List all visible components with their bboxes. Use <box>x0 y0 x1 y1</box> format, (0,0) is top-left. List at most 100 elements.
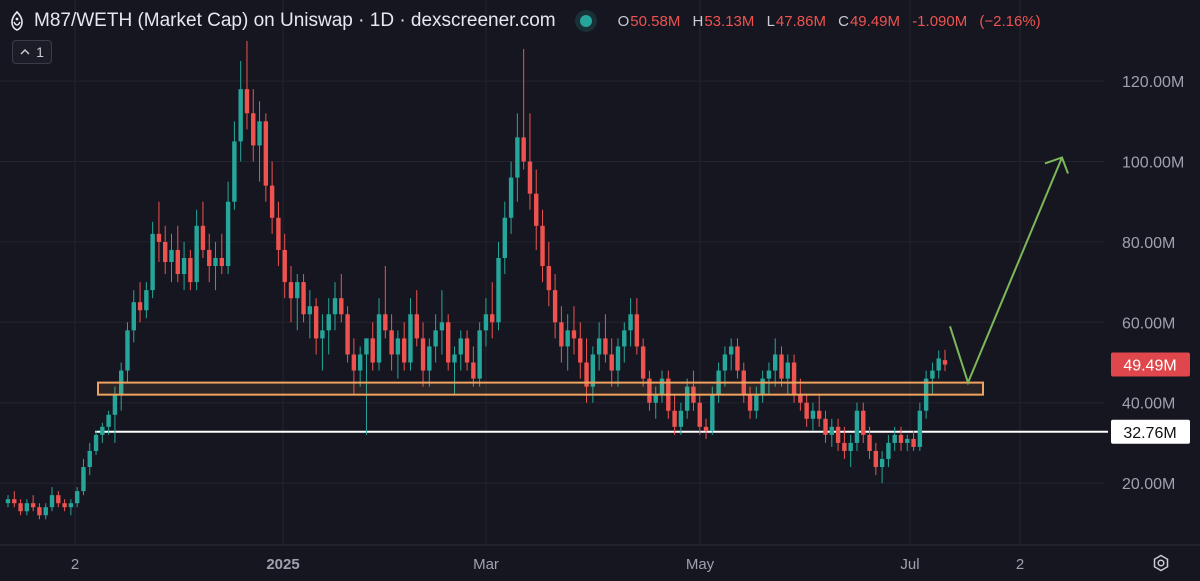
candle-body <box>200 225 206 250</box>
candle-body <box>364 338 369 355</box>
candle-body <box>169 249 174 262</box>
candle <box>471 346 476 387</box>
candle <box>703 418 709 439</box>
last-price-tag <box>1111 352 1190 377</box>
candle-body <box>68 503 74 508</box>
candle <box>754 386 759 419</box>
candle <box>43 503 48 520</box>
candle-body <box>301 282 306 315</box>
chevron-up-icon <box>20 48 30 55</box>
candle <box>232 121 237 210</box>
candle <box>886 434 891 468</box>
candle-body <box>24 503 30 512</box>
candle-body <box>678 410 684 427</box>
candle <box>307 290 313 339</box>
candle-body <box>559 322 564 347</box>
candle-body <box>320 330 325 339</box>
projection-arrow-line <box>949 157 1063 386</box>
candle <box>163 225 168 275</box>
candle-body <box>188 257 193 283</box>
candle <box>5 495 11 508</box>
candle-body <box>150 233 155 291</box>
settings-gear-icon[interactable] <box>1151 553 1171 573</box>
candle <box>917 402 923 451</box>
candle-body <box>125 330 130 371</box>
candle <box>779 346 784 387</box>
x-tick-label: 2 <box>1016 556 1024 573</box>
candle-body <box>458 338 463 355</box>
candle <box>565 314 570 371</box>
candle-body <box>156 233 162 242</box>
candle-body <box>942 360 948 365</box>
candle <box>905 434 910 451</box>
candle <box>175 225 180 283</box>
candle-body <box>401 338 407 363</box>
candle <box>898 426 904 451</box>
candle-body <box>703 426 709 431</box>
candle-body <box>861 410 866 435</box>
candle-body <box>269 185 275 218</box>
candle <box>194 209 199 291</box>
candle-body <box>37 507 42 516</box>
candle <box>408 298 413 371</box>
candle <box>596 322 602 371</box>
candle <box>93 430 99 455</box>
candle-body <box>779 354 784 379</box>
candle-body <box>534 193 539 226</box>
candle <box>534 169 539 250</box>
x-tick-label: Mar <box>473 556 499 573</box>
candle-body <box>74 491 80 504</box>
candle-body <box>823 418 828 435</box>
candle <box>295 274 300 331</box>
candle <box>483 298 489 347</box>
candle-body <box>207 249 212 267</box>
candle <box>892 426 897 451</box>
candle-body <box>452 354 457 363</box>
candle-body <box>313 306 319 339</box>
candle-body <box>603 338 608 355</box>
candle <box>150 221 155 299</box>
candle <box>225 181 231 275</box>
candle-body <box>798 394 803 403</box>
candle-body <box>477 330 482 379</box>
candle <box>200 201 206 258</box>
candle <box>672 394 677 435</box>
ohlc-change: -1.090M <box>912 12 968 30</box>
candle-body <box>427 346 432 371</box>
candle-body <box>615 346 621 371</box>
candle-body <box>288 282 294 299</box>
candle-body <box>766 370 772 379</box>
grid <box>0 0 1200 546</box>
candle <box>339 274 344 323</box>
candle <box>414 290 419 347</box>
candle <box>24 499 30 516</box>
candle-body <box>936 358 941 371</box>
candle-body <box>848 442 853 451</box>
candle <box>848 434 853 468</box>
candle <box>584 338 589 403</box>
candle-body <box>131 302 136 331</box>
candle-body <box>829 426 835 435</box>
legend-toggle-button[interactable]: 1 <box>12 40 52 64</box>
candle <box>867 426 872 459</box>
candle <box>81 458 86 496</box>
pair-title: M87/WETH (Market Cap) on Uniswap · 1D · … <box>34 10 556 31</box>
ohlc-key-open: O <box>617 12 630 30</box>
candle <box>313 298 319 355</box>
candle <box>156 201 162 262</box>
candle-body <box>684 386 690 411</box>
candle-body <box>785 362 790 379</box>
candle <box>879 450 885 484</box>
candle-body <box>219 257 225 267</box>
candle-body <box>251 113 256 146</box>
candle <box>251 89 256 162</box>
candle-body <box>389 330 394 355</box>
candle <box>376 298 382 371</box>
candle-body <box>647 378 652 403</box>
candle-body <box>376 314 382 363</box>
candle <box>936 350 941 379</box>
candle <box>332 282 338 331</box>
candle <box>477 322 482 387</box>
candle-body <box>515 137 520 178</box>
